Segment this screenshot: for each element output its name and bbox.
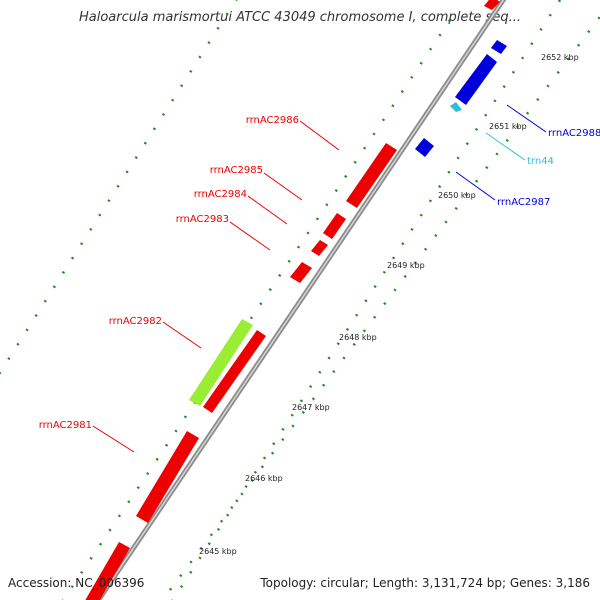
feature-rrnAC2985[interactable]: [323, 213, 346, 239]
label-trn44[interactable]: trn44: [527, 156, 554, 167]
leader-rrnAC2981: [92, 425, 135, 453]
tick-label-2651: 2651 kbp: [489, 122, 527, 131]
label-rrnAC2986[interactable]: rrnAC2986: [246, 115, 299, 126]
feature-trn44[interactable]: [450, 102, 462, 112]
label-rrnAC2984[interactable]: rrnAC2984: [194, 189, 247, 200]
feature-rrnAC2984[interactable]: [311, 240, 328, 256]
leader-rrnAC2988: [506, 104, 547, 133]
tick-label-2646: 2646 kbp: [245, 474, 283, 483]
feature-rrnAC2988[interactable]: [455, 54, 497, 105]
feature-rrna-bottom[interactable]: [83, 542, 130, 600]
topology-text: Topology: circular; Length: 3,131,724 bp…: [260, 576, 590, 590]
feature-rrnAC2988-cap[interactable]: [491, 40, 507, 54]
leader-rrnAC2983: [229, 221, 271, 251]
feature-rrnAC2982-red[interactable]: [203, 330, 266, 413]
label-rrnAC2985[interactable]: rrnAC2985: [210, 165, 263, 176]
leader-rrnAC2982: [162, 321, 202, 349]
tick-label-2645: 2645 kbp: [199, 547, 237, 556]
label-rrnAC2981[interactable]: rrnAC2981: [39, 420, 92, 431]
feature-red-top[interactable]: [484, 0, 500, 10]
map-title: Haloarcula marismortui ATCC 43049 chromo…: [79, 10, 521, 25]
inner-dotted-ring-2: [171, 0, 562, 600]
label-rrnAC2982[interactable]: rrnAC2982: [109, 316, 162, 327]
tick-label-2647: 2647 kbp: [292, 403, 330, 412]
tick-label-2652: 2652 kbp: [541, 53, 579, 62]
chromosome-backbone-highlight: [97, 0, 505, 600]
feature-rrnAC2987[interactable]: [415, 138, 434, 157]
leader-rrnAC2986: [299, 120, 340, 151]
tick-label-2650: 2650 kbp: [438, 191, 476, 200]
accession-text: Accession: NC_006396: [8, 576, 145, 590]
feature-rrnAC2983[interactable]: [290, 262, 312, 283]
leader-rrnAC2987: [455, 171, 496, 201]
tick-label-2648: 2648 kbp: [339, 333, 377, 342]
feature-rrnAC2986[interactable]: [346, 143, 397, 208]
leader-rrnAC2984: [247, 195, 288, 225]
label-rrnAC2983[interactable]: rrnAC2983: [176, 214, 229, 225]
outer-dotted-ring-2: [61, 19, 452, 600]
leader-trn44: [485, 132, 526, 161]
outer-dotted-ring: [0, 0, 238, 375]
feature-rrnAC2982-highlight[interactable]: [189, 319, 253, 406]
tick-label-2649: 2649 kbp: [387, 261, 425, 270]
inner-dotted-ring: [160, 14, 600, 600]
leader-rrnAC2985: [263, 172, 303, 201]
feature-rrnAC2981[interactable]: [136, 431, 199, 523]
label-rrnAC2988[interactable]: rrnAC2988: [548, 128, 600, 139]
label-rrnAC2987[interactable]: rrnAC2987: [497, 197, 550, 208]
